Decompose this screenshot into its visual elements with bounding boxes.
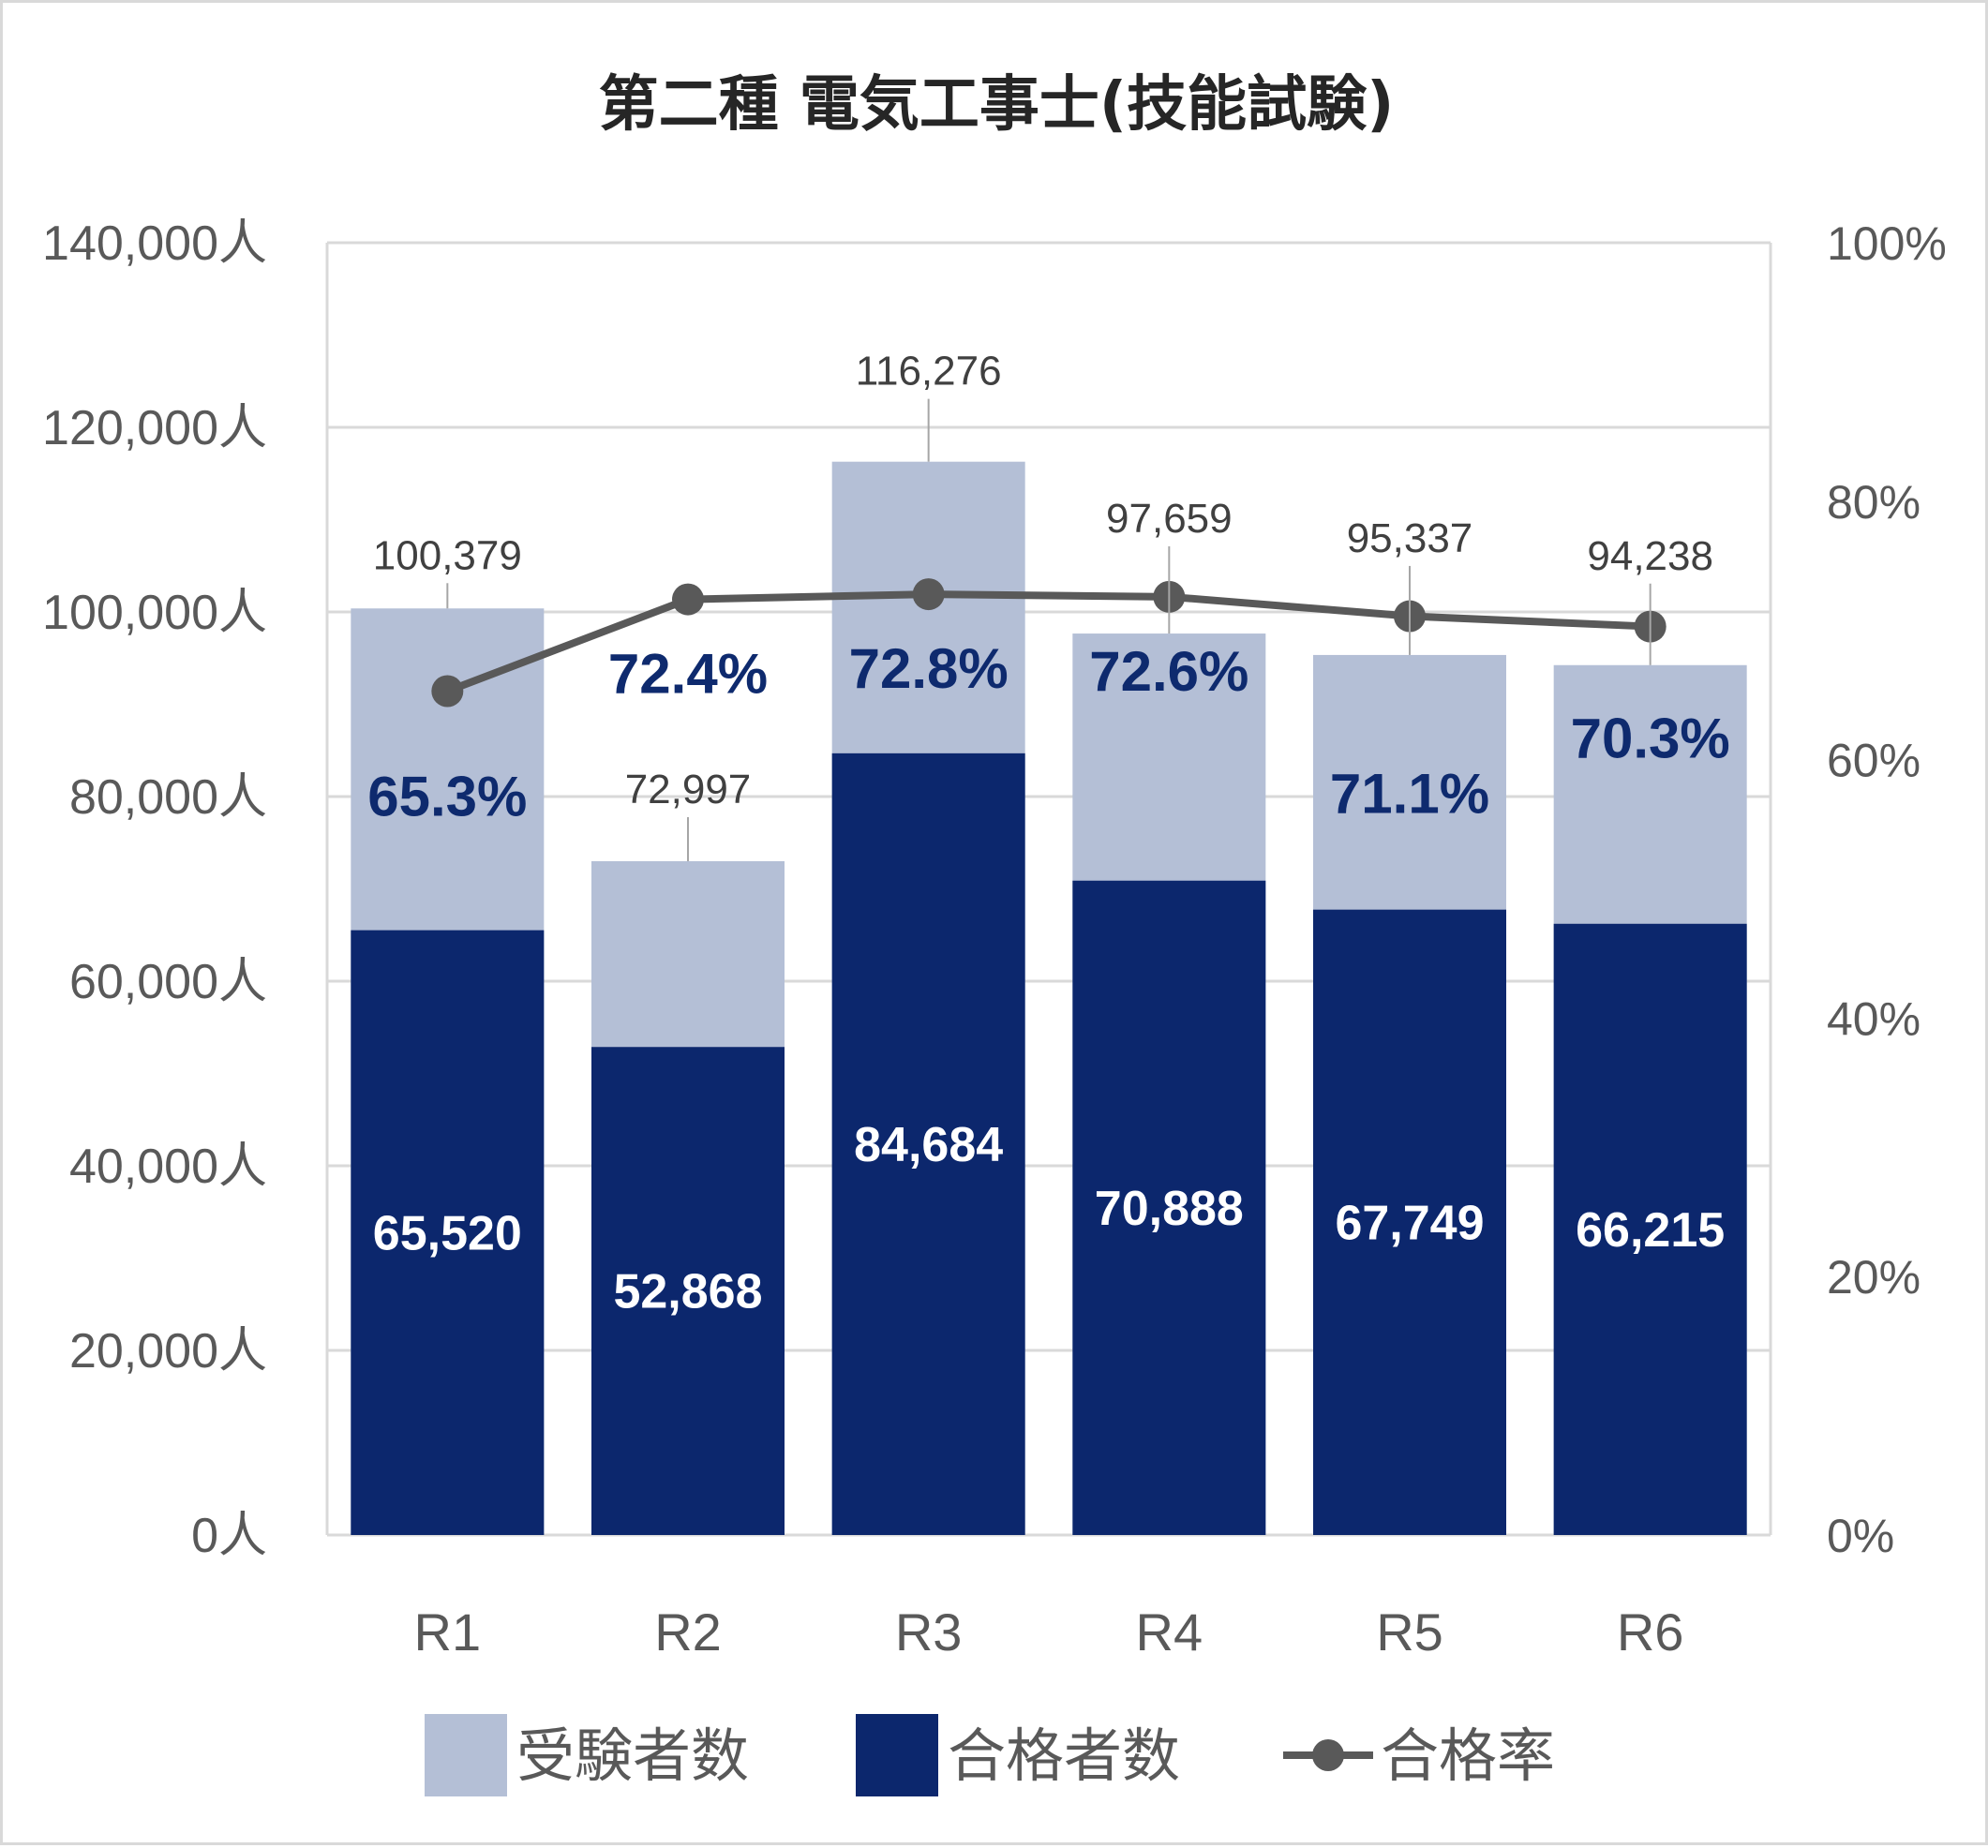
pass-rate-label: 71.1% [1330,763,1489,826]
pass-rate-label: 72.6% [1089,640,1248,703]
pass-count-label: 84,684 [854,1118,1003,1172]
y-tick-label: 20,000人 [69,1324,267,1379]
pass-count-label: 67,749 [1335,1196,1484,1250]
y2-axis-ticks: 0% 20% 40% 60% 80% 100% [1827,217,1947,1562]
gridlines [325,241,1772,1537]
bar-passers [831,753,1025,1535]
x-tick-label: R3 [895,1602,963,1662]
y2-tick-label: 60% [1827,735,1921,787]
pass-rate-label: 72.4% [608,643,768,706]
x-tick-label: R4 [1136,1602,1203,1662]
exam-count-label: 95,337 [1347,515,1473,561]
y-tick-label: 100,000人 [42,586,267,640]
legend-swatch-examinees [425,1714,507,1796]
y2-tick-label: 20% [1827,1251,1921,1304]
y-tick-label: 60,000人 [69,955,267,1009]
bar-passers [1553,923,1747,1535]
x-tick-label: R2 [654,1602,722,1662]
exam-count-label: 116,276 [856,349,1002,395]
pass-count-label: 65,520 [373,1206,522,1260]
y2-tick-label: 100% [1827,217,1947,270]
bar-passers [351,930,545,1535]
x-tick-label: R5 [1376,1602,1443,1662]
x-tick-label: R6 [1617,1602,1684,1662]
y-tick-label: 80,000人 [69,770,267,825]
y2-tick-label: 0% [1827,1510,1894,1562]
chart-title: 第二種 電気工事士(技能試験) [599,70,1395,140]
legend-label-rate: 合格率 [1381,1721,1555,1790]
x-tick-label: R1 [414,1602,482,1662]
pass-rate-label: 65.3% [367,766,527,828]
exam-count-label: 72,997 [625,767,752,812]
exam-count-label: 100,379 [373,532,522,578]
pass-count-label: 70,888 [1095,1182,1244,1236]
y-tick-label: 140,000人 [42,216,267,271]
pass-rate-label: 72.8% [849,637,1009,700]
pass-count-label: 52,868 [613,1265,762,1319]
exam-count-label: 97,659 [1106,496,1233,542]
legend: 受験者数 合格者数 合格率 [425,1714,1555,1796]
y-tick-label: 0人 [191,1509,267,1563]
bar-passers [1313,909,1506,1535]
exam-count-label: 94,238 [1587,533,1713,579]
legend-marker-rate [1312,1739,1344,1771]
data-labels: 100,379 72,997 116,276 97,659 95,337 94,238 65… [367,349,1729,1319]
bars [351,461,1747,1535]
rate-point [431,675,464,708]
x-axis-ticks: R1 R2 R3 R4 R5 R6 [414,1602,1684,1662]
y2-tick-label: 40% [1827,992,1921,1045]
y-tick-label: 40,000人 [69,1140,267,1194]
pass-rate-label: 70.3% [1571,708,1730,770]
rate-point [672,583,704,616]
y-axis-ticks: 0人 20,000人 40,000人 60,000人 80,000人 100,000人 12… [42,216,267,1563]
rate-line-path [445,590,1651,695]
legend-label-passers: 合格者数 [948,1721,1180,1790]
pass-rate-chart: 第二種 電気工事士(技能試験) 0人 20,000人 40,000人 60,000人 8… [42,70,1947,1796]
bar-passers [591,1047,785,1535]
legend-label-examinees: 受験者数 [516,1721,749,1790]
rate-point [912,578,945,611]
y-tick-label: 120,000人 [42,401,267,455]
bar-passers [1072,880,1266,1535]
y2-tick-label: 80% [1827,476,1921,529]
pass-count-label: 66,215 [1576,1203,1725,1258]
legend-swatch-passers [856,1714,938,1796]
